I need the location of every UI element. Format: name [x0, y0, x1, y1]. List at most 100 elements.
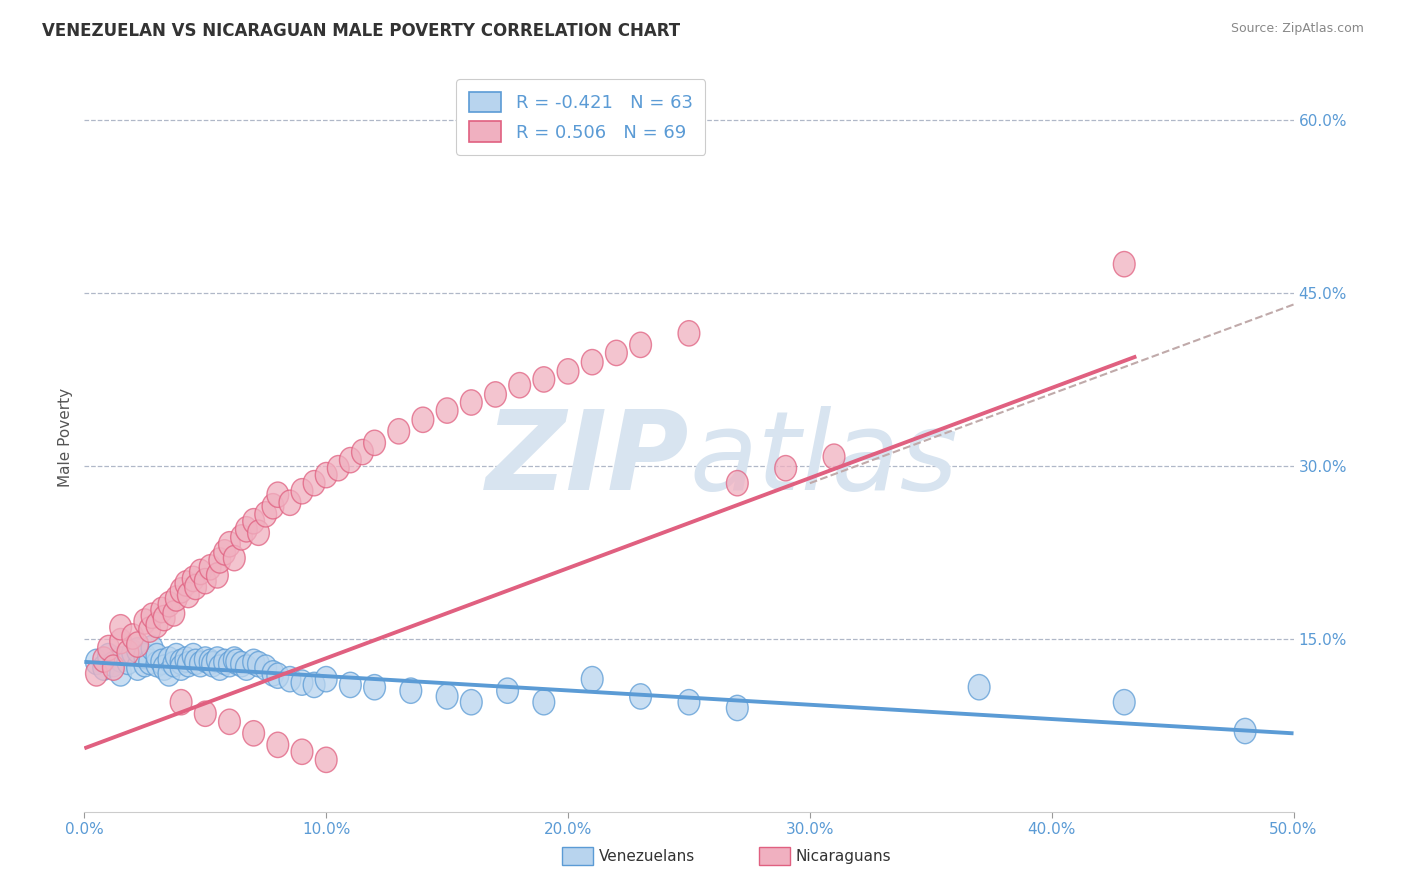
Ellipse shape: [412, 407, 434, 433]
Ellipse shape: [581, 666, 603, 692]
Ellipse shape: [315, 747, 337, 772]
Text: atlas: atlas: [689, 406, 957, 513]
Ellipse shape: [243, 649, 264, 674]
Ellipse shape: [214, 540, 236, 565]
Ellipse shape: [509, 373, 530, 398]
Ellipse shape: [176, 571, 197, 596]
Ellipse shape: [267, 482, 288, 508]
Ellipse shape: [103, 651, 124, 677]
Ellipse shape: [127, 655, 149, 681]
Ellipse shape: [224, 545, 245, 571]
Ellipse shape: [236, 516, 257, 542]
Ellipse shape: [200, 555, 221, 580]
Ellipse shape: [157, 661, 180, 686]
Ellipse shape: [436, 398, 458, 423]
Ellipse shape: [231, 651, 253, 677]
Ellipse shape: [139, 617, 160, 642]
Ellipse shape: [153, 606, 176, 631]
Ellipse shape: [262, 493, 284, 519]
Ellipse shape: [97, 635, 120, 661]
Ellipse shape: [1234, 718, 1256, 744]
Ellipse shape: [183, 643, 204, 669]
Ellipse shape: [460, 390, 482, 415]
Ellipse shape: [226, 649, 247, 674]
Ellipse shape: [254, 655, 277, 681]
Ellipse shape: [267, 732, 288, 757]
Ellipse shape: [207, 563, 228, 588]
Ellipse shape: [352, 440, 374, 465]
Ellipse shape: [184, 574, 207, 599]
Ellipse shape: [110, 615, 132, 640]
Ellipse shape: [436, 684, 458, 709]
Ellipse shape: [315, 462, 337, 488]
Ellipse shape: [117, 640, 139, 665]
Ellipse shape: [141, 603, 163, 629]
Ellipse shape: [110, 647, 132, 673]
Ellipse shape: [606, 340, 627, 366]
Ellipse shape: [485, 382, 506, 407]
Ellipse shape: [304, 470, 325, 496]
Ellipse shape: [823, 444, 845, 469]
Ellipse shape: [170, 690, 193, 714]
Ellipse shape: [291, 670, 314, 695]
Ellipse shape: [146, 643, 167, 669]
Ellipse shape: [157, 647, 180, 673]
Ellipse shape: [364, 430, 385, 456]
Ellipse shape: [170, 655, 193, 681]
Ellipse shape: [86, 661, 107, 686]
Ellipse shape: [209, 655, 231, 681]
Ellipse shape: [194, 701, 217, 726]
Ellipse shape: [127, 638, 149, 663]
Ellipse shape: [146, 612, 167, 638]
Ellipse shape: [630, 684, 651, 709]
Ellipse shape: [201, 651, 224, 677]
Ellipse shape: [86, 649, 107, 674]
Ellipse shape: [134, 609, 156, 634]
Ellipse shape: [533, 367, 555, 392]
Ellipse shape: [177, 582, 200, 607]
Ellipse shape: [254, 501, 277, 527]
Ellipse shape: [278, 666, 301, 692]
Ellipse shape: [122, 624, 143, 649]
Ellipse shape: [166, 586, 187, 611]
Ellipse shape: [1114, 690, 1135, 714]
Ellipse shape: [207, 647, 228, 673]
Ellipse shape: [236, 655, 257, 681]
Ellipse shape: [969, 674, 990, 700]
Ellipse shape: [218, 709, 240, 734]
Ellipse shape: [190, 559, 211, 584]
Ellipse shape: [93, 655, 115, 681]
Ellipse shape: [141, 635, 163, 661]
Ellipse shape: [190, 651, 211, 677]
Ellipse shape: [134, 643, 156, 669]
Ellipse shape: [170, 578, 193, 603]
Ellipse shape: [581, 350, 603, 375]
Ellipse shape: [153, 655, 176, 681]
Text: Venezuelans: Venezuelans: [599, 849, 695, 863]
Ellipse shape: [150, 649, 173, 674]
Ellipse shape: [134, 651, 156, 677]
Ellipse shape: [170, 649, 193, 674]
Ellipse shape: [727, 695, 748, 721]
Ellipse shape: [150, 598, 173, 623]
Ellipse shape: [231, 524, 253, 550]
Ellipse shape: [727, 470, 748, 496]
Ellipse shape: [678, 320, 700, 346]
Legend: R = -0.421   N = 63, R = 0.506   N = 69: R = -0.421 N = 63, R = 0.506 N = 69: [456, 79, 706, 155]
Ellipse shape: [194, 568, 217, 594]
Ellipse shape: [163, 651, 184, 677]
Ellipse shape: [194, 647, 217, 673]
Ellipse shape: [339, 673, 361, 698]
Ellipse shape: [775, 456, 797, 481]
Ellipse shape: [117, 649, 139, 674]
Ellipse shape: [460, 690, 482, 714]
Ellipse shape: [339, 448, 361, 473]
Text: ZIP: ZIP: [485, 406, 689, 513]
Ellipse shape: [218, 532, 240, 557]
Ellipse shape: [110, 661, 132, 686]
Ellipse shape: [163, 601, 184, 626]
Ellipse shape: [557, 359, 579, 384]
Ellipse shape: [630, 332, 651, 358]
Ellipse shape: [1114, 252, 1135, 277]
Ellipse shape: [224, 647, 245, 673]
